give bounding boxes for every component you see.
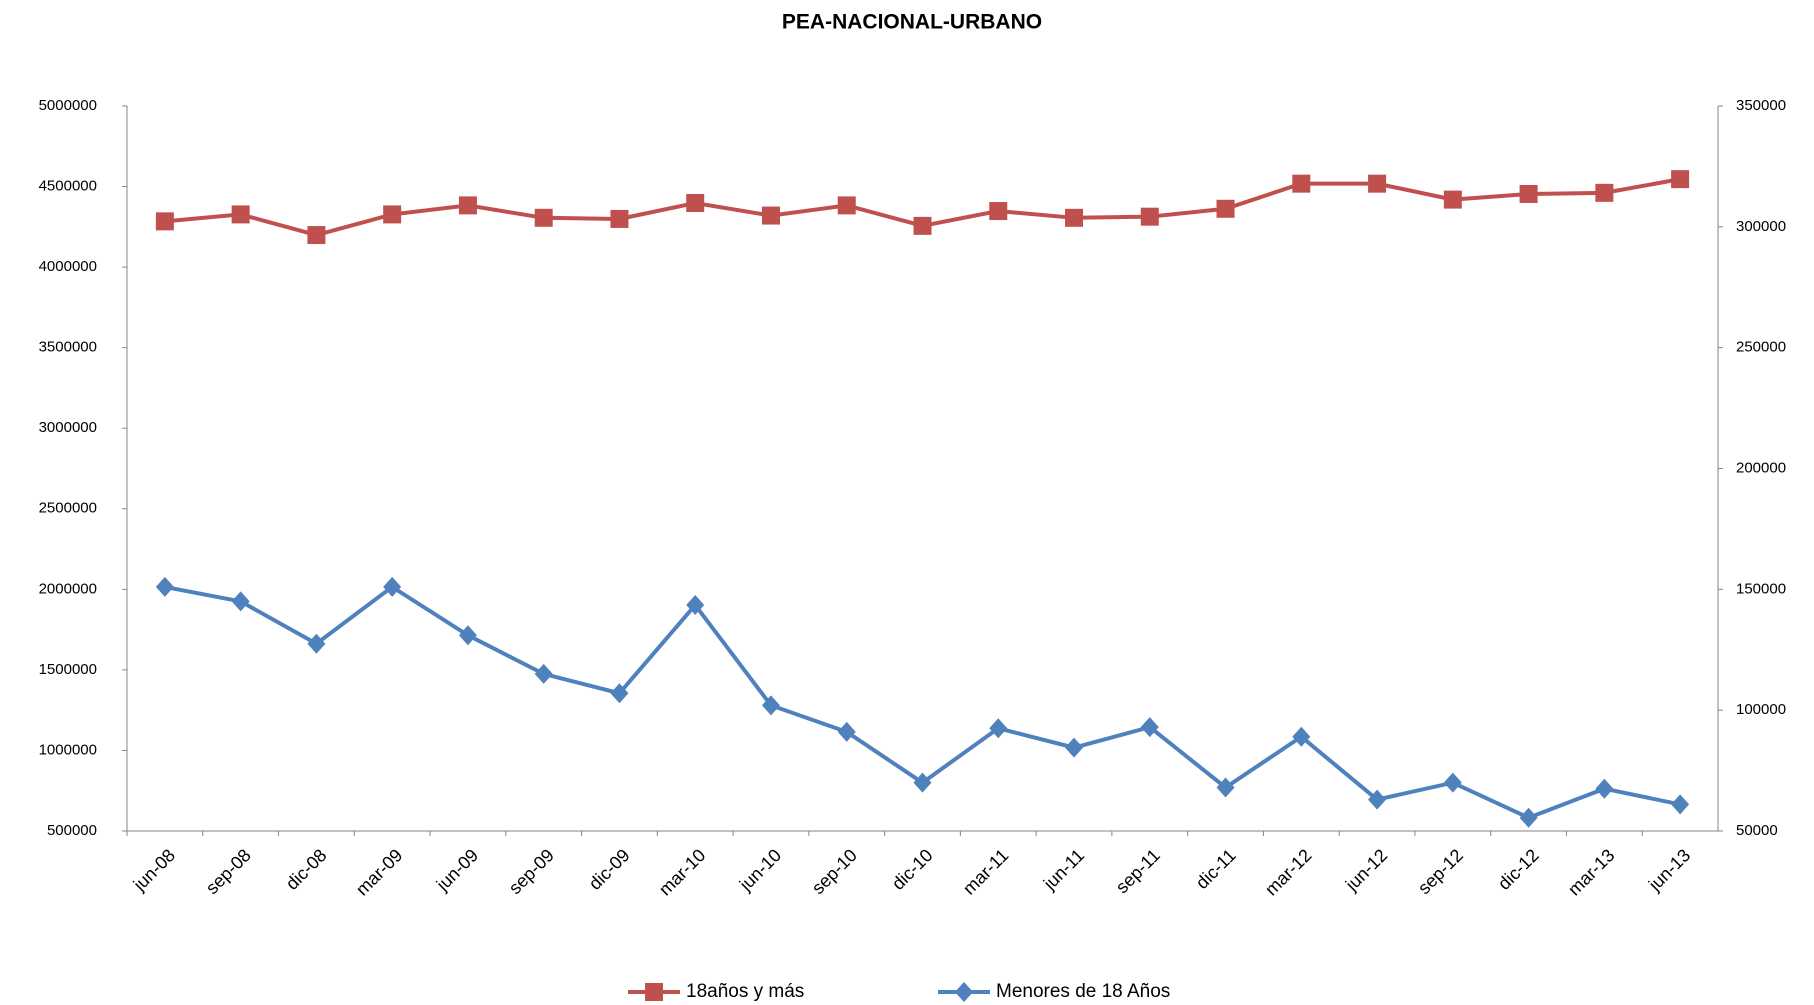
marker xyxy=(955,982,973,1002)
marker xyxy=(1595,183,1614,202)
y-tick-label: 4000000 xyxy=(39,258,97,275)
x-tick-label: sep-09 xyxy=(505,845,558,898)
x-tick-label: mar-11 xyxy=(959,845,1013,899)
x-tick-label: dic-12 xyxy=(1494,845,1543,894)
marker xyxy=(1671,794,1690,815)
marker xyxy=(534,663,553,684)
marker xyxy=(1216,777,1235,798)
marker xyxy=(307,226,326,245)
y-tick-label: 1500000 xyxy=(39,661,97,678)
x-tick-label: mar-12 xyxy=(1261,845,1315,899)
marker xyxy=(1368,174,1387,193)
x-tick-label: dic-11 xyxy=(1192,845,1240,893)
marker xyxy=(231,591,250,612)
x-tick-label: sep-10 xyxy=(808,845,861,898)
marker xyxy=(1292,174,1311,193)
marker xyxy=(610,209,629,228)
y-tick-label: 3500000 xyxy=(39,339,97,356)
marker xyxy=(1140,207,1159,226)
marker xyxy=(686,193,705,212)
marker xyxy=(383,205,402,224)
marker xyxy=(1065,737,1084,758)
y-tick-label: 500000 xyxy=(47,822,97,839)
y-tick-label: 1000000 xyxy=(39,741,97,758)
y-tick-label: 4500000 xyxy=(39,178,97,195)
marker xyxy=(1292,726,1311,747)
marker xyxy=(913,216,932,235)
marker xyxy=(231,205,250,224)
x-tick-label: jun-12 xyxy=(1341,845,1391,895)
y2-tick-label: 250000 xyxy=(1736,339,1786,356)
marker xyxy=(686,595,705,616)
x-tick-label: jun-11 xyxy=(1039,845,1088,894)
legend-label: Menores de 18 Años xyxy=(996,981,1170,1002)
y2-tick-label: 200000 xyxy=(1736,459,1786,476)
y2-tick-label: 50000 xyxy=(1736,822,1778,839)
marker xyxy=(307,633,326,654)
x-tick-label: sep-11 xyxy=(1112,845,1164,897)
y-tick-label: 2000000 xyxy=(39,580,97,597)
x-tick-label: dic-09 xyxy=(585,845,634,894)
x-tick-label: sep-08 xyxy=(202,845,255,898)
marker xyxy=(989,202,1008,221)
marker xyxy=(645,983,663,1001)
marker xyxy=(837,196,856,215)
y2-tick-label: 350000 xyxy=(1736,97,1786,114)
x-tick-label: dic-08 xyxy=(282,845,331,894)
x-tick-label: jun-09 xyxy=(432,845,482,895)
x-tick-label: jun-10 xyxy=(735,845,785,895)
marker xyxy=(610,683,629,704)
marker xyxy=(1216,199,1235,218)
marker xyxy=(913,772,932,793)
y-tick-label: 2500000 xyxy=(39,500,97,517)
chart-title: PEA-NACIONAL-URBANO xyxy=(782,11,1042,34)
x-tick-label: mar-09 xyxy=(352,845,406,899)
y-tick-label: 3000000 xyxy=(39,419,97,436)
marker xyxy=(1443,190,1462,209)
y-tick-label: 5000000 xyxy=(39,97,97,114)
marker xyxy=(1595,778,1614,799)
marker xyxy=(458,625,477,646)
x-tick-label: mar-13 xyxy=(1564,845,1618,899)
marker xyxy=(1519,807,1538,828)
x-tick-label: sep-12 xyxy=(1414,845,1467,898)
marker xyxy=(1368,789,1387,810)
marker xyxy=(155,212,174,231)
marker xyxy=(1140,717,1159,738)
marker xyxy=(761,206,780,225)
x-tick-label: jun-08 xyxy=(129,845,179,895)
marker xyxy=(989,718,1008,739)
marker xyxy=(1671,170,1690,189)
marker xyxy=(458,196,477,215)
marker xyxy=(1519,184,1538,203)
x-tick-label: jun-13 xyxy=(1644,845,1694,895)
marker xyxy=(534,208,553,227)
marker xyxy=(1443,772,1462,793)
x-tick-label: dic-10 xyxy=(888,845,937,894)
marker xyxy=(155,576,174,597)
y2-tick-label: 150000 xyxy=(1736,580,1786,597)
marker xyxy=(837,721,856,742)
y2-tick-label: 300000 xyxy=(1736,218,1786,235)
x-tick-label: mar-10 xyxy=(655,845,709,899)
legend-label: 18años y más xyxy=(686,981,804,1002)
marker xyxy=(761,695,780,716)
y2-tick-label: 100000 xyxy=(1736,701,1786,718)
marker xyxy=(1065,208,1084,227)
marker xyxy=(383,576,402,597)
